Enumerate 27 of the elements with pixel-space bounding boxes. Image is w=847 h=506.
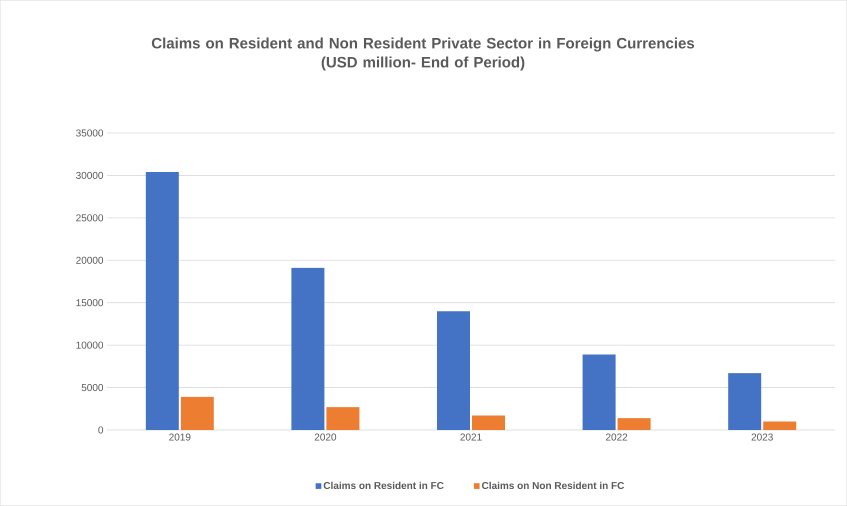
x-tick-label: 2021 xyxy=(460,434,482,441)
y-tick-label: 25000 xyxy=(76,214,104,222)
bar xyxy=(180,396,214,430)
x-tick-label: 2022 xyxy=(606,434,628,441)
legend-label: Claims on Resident in FC xyxy=(324,482,444,490)
bar xyxy=(618,418,651,430)
bar xyxy=(146,172,179,430)
bar xyxy=(437,311,470,430)
y-tick-label: 30000 xyxy=(76,172,104,179)
chart-title: Claims on Resident and Non Resident Private Sector in Foreign Currencies xyxy=(152,38,694,52)
bar xyxy=(763,422,796,430)
y-tick-label: 20000 xyxy=(76,256,104,264)
y-tick-label: 35000 xyxy=(76,129,104,137)
y-tick-label: 15000 xyxy=(76,299,104,306)
x-tick-label: 2023 xyxy=(752,434,773,441)
y-tick-label: 0 xyxy=(98,426,104,434)
bar xyxy=(291,268,324,430)
bar xyxy=(326,407,360,430)
y-tick-label: 5000 xyxy=(82,384,104,392)
x-tick-label: 2020 xyxy=(314,434,336,441)
bar xyxy=(582,354,616,430)
bar xyxy=(472,416,505,430)
chart-subtitle: (USD million- End of Period) xyxy=(322,56,524,70)
x-tick-label: 2019 xyxy=(169,434,190,441)
legend-label: Claims on Non Resident in FC xyxy=(482,482,624,490)
y-tick-label: 10000 xyxy=(76,342,104,349)
bar xyxy=(728,373,762,430)
